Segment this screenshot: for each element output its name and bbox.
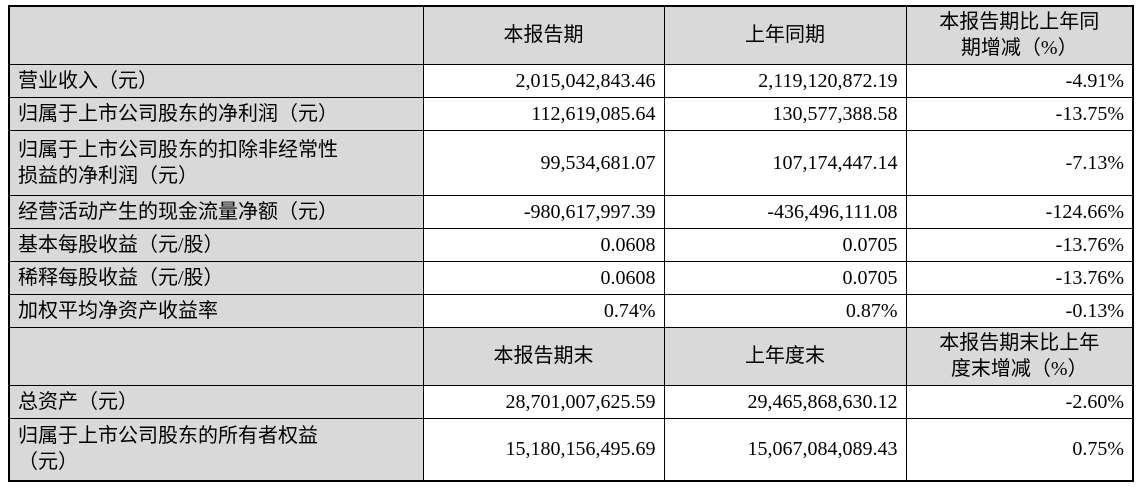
value-prior: 0.87% bbox=[663, 293, 907, 328]
value-prior: 0.0705 bbox=[663, 227, 907, 262]
financial-summary-table: 本报告期 上年同期 本报告期比上年同 期增减（%） 营业收入（元） 2,015,… bbox=[8, 5, 1134, 482]
value-prior: 0.0705 bbox=[663, 260, 907, 295]
table-row-net-profit-deducted: 归属于上市公司股东的扣除非经常性 损益的净利润（元） 99,534,681.07… bbox=[8, 129, 1134, 196]
value-prior: -436,496,111.08 bbox=[663, 194, 907, 229]
current-period-end-header: 本报告期末 bbox=[422, 326, 665, 386]
row-label: 总资产（元） bbox=[8, 384, 424, 419]
value-prior: 15,067,084,089.43 bbox=[663, 417, 907, 482]
value-change: -13.76% bbox=[905, 260, 1134, 295]
period-header-row: 本报告期 上年同期 本报告期比上年同 期增减（%） bbox=[8, 5, 1134, 65]
value-change: -2.60% bbox=[905, 384, 1134, 419]
row-label: 基本每股收益（元/股） bbox=[8, 227, 424, 262]
prior-year-end-header: 上年度末 bbox=[663, 326, 907, 386]
row-label: 经营活动产生的现金流量净额（元） bbox=[8, 194, 424, 229]
value-change: -124.66% bbox=[905, 194, 1134, 229]
table-row-revenue: 营业收入（元） 2,015,042,843.46 2,119,120,872.1… bbox=[8, 63, 1134, 98]
value-change: -0.13% bbox=[905, 293, 1134, 328]
value-current: 0.0608 bbox=[422, 260, 665, 295]
value-current: 15,180,156,495.69 bbox=[422, 417, 665, 482]
value-prior: 130,577,388.58 bbox=[663, 96, 907, 131]
blank-header-cell bbox=[8, 326, 424, 386]
value-current: 2,015,042,843.46 bbox=[422, 63, 665, 98]
value-current: 112,619,085.64 bbox=[422, 96, 665, 131]
row-label: 归属于上市公司股东的所有者权益 （元） bbox=[8, 417, 424, 482]
period-end-change-header: 本报告期末比上年 度末增减（%） bbox=[905, 326, 1134, 386]
table-row-operating-cash-flow: 经营活动产生的现金流量净额（元） -980,617,997.39 -436,49… bbox=[8, 194, 1134, 229]
row-label: 稀释每股收益（元/股） bbox=[8, 260, 424, 295]
table-row-basic-eps: 基本每股收益（元/股） 0.0608 0.0705 -13.76% bbox=[8, 227, 1134, 262]
value-change: -4.91% bbox=[905, 63, 1134, 98]
value-change: -13.75% bbox=[905, 96, 1134, 131]
row-label: 归属于上市公司股东的扣除非经常性 损益的净利润（元） bbox=[8, 129, 424, 196]
table-row-net-profit: 归属于上市公司股东的净利润（元） 112,619,085.64 130,577,… bbox=[8, 96, 1134, 131]
value-current: -980,617,997.39 bbox=[422, 194, 665, 229]
row-label: 加权平均净资产收益率 bbox=[8, 293, 424, 328]
blank-header-cell bbox=[8, 5, 424, 65]
current-period-header: 本报告期 bbox=[422, 5, 665, 65]
value-change: -7.13% bbox=[905, 129, 1134, 196]
value-prior: 29,465,868,630.12 bbox=[663, 384, 907, 419]
value-current: 0.0608 bbox=[422, 227, 665, 262]
table-row-diluted-eps: 稀释每股收益（元/股） 0.0608 0.0705 -13.76% bbox=[8, 260, 1134, 295]
value-prior: 2,119,120,872.19 bbox=[663, 63, 907, 98]
value-change: 0.75% bbox=[905, 417, 1134, 482]
period-change-header: 本报告期比上年同 期增减（%） bbox=[905, 5, 1134, 65]
value-current: 0.74% bbox=[422, 293, 665, 328]
period-end-header-row: 本报告期末 上年度末 本报告期末比上年 度末增减（%） bbox=[8, 326, 1134, 386]
table-row-total-assets: 总资产（元） 28,701,007,625.59 29,465,868,630.… bbox=[8, 384, 1134, 419]
table-row-shareholders-equity: 归属于上市公司股东的所有者权益 （元） 15,180,156,495.69 15… bbox=[8, 417, 1134, 482]
prior-period-header: 上年同期 bbox=[663, 5, 907, 65]
row-label: 营业收入（元） bbox=[8, 63, 424, 98]
table-row-weighted-avg-roe: 加权平均净资产收益率 0.74% 0.87% -0.13% bbox=[8, 293, 1134, 328]
value-change: -13.76% bbox=[905, 227, 1134, 262]
value-prior: 107,174,447.14 bbox=[663, 129, 907, 196]
row-label: 归属于上市公司股东的净利润（元） bbox=[8, 96, 424, 131]
value-current: 99,534,681.07 bbox=[422, 129, 665, 196]
value-current: 28,701,007,625.59 bbox=[422, 384, 665, 419]
